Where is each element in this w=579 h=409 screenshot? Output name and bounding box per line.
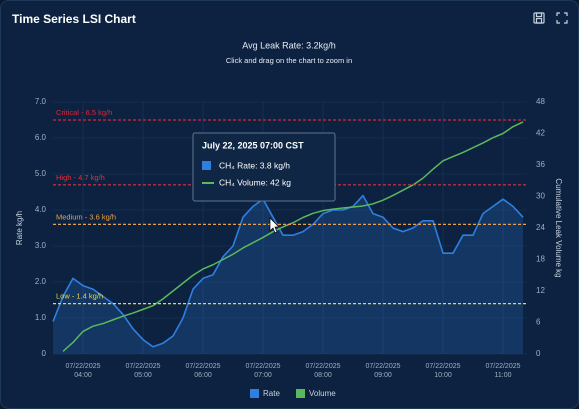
legend-swatch — [296, 389, 305, 398]
cursor — [269, 217, 280, 234]
rate-area — [53, 195, 523, 354]
x-tick-label: 07/22/2025 11:00 — [485, 363, 521, 379]
y-tick-label: 6.0 — [35, 133, 47, 142]
series-line — [52, 194, 524, 348]
threshold-label: Low - 1.4 kg/h — [56, 292, 103, 301]
save-icon[interactable] — [533, 12, 545, 24]
y2-axis-title: Cumulative Leak Volume kg — [554, 178, 563, 277]
y2-tick-label: 30 — [536, 192, 545, 201]
zoom-note: Click and drag on the chart to zoom in — [226, 56, 352, 65]
x-tick-label: 07/22/2025 07:00 — [245, 363, 281, 379]
y2-tick-label: 12 — [536, 286, 545, 295]
y-tick-label: 0 — [42, 349, 47, 358]
y2-tick-label: 6 — [536, 318, 541, 327]
subtitle: Avg Leak Rate: 3.2kg/h — [242, 40, 335, 50]
chart-title: Time Series LSI Chart — [12, 12, 136, 26]
y2-tick-label: 18 — [536, 255, 545, 264]
fullscreen-icon[interactable] — [556, 12, 568, 24]
series-line — [62, 121, 524, 352]
tooltip-title: July 22, 2025 07:00 CST — [202, 140, 304, 150]
tooltip-rate-swatch — [202, 161, 211, 170]
x-tick-label: 07/22/2025 08:00 — [305, 363, 341, 379]
y-tick-label: 1.0 — [35, 313, 47, 322]
tooltip: July 22, 2025 07:00 CST CH₄ Rate: 3.8 kg… — [192, 132, 336, 202]
legend-label: Volume — [309, 389, 336, 398]
y2-tick-label: 42 — [536, 129, 545, 138]
y-tick-label: 7.0 — [35, 97, 47, 106]
x-tick-label: 07/22/2025 09:00 — [365, 363, 401, 379]
legend-label: Rate — [263, 389, 280, 398]
y-tick-label: 5.0 — [35, 169, 47, 178]
x-tick-label: 07/22/2025 06:00 — [185, 363, 221, 379]
tooltip-line: CH₄ Volume: 42 kg — [219, 177, 291, 187]
y2-tick-label: 0 — [536, 349, 541, 358]
x-tick-label: 07/22/2025 04:00 — [65, 363, 101, 379]
threshold-label: High - 4.7 kg/h — [56, 173, 105, 182]
threshold-label: Critical - 6.5 kg/h — [56, 108, 112, 117]
y2-tick-label: 36 — [536, 160, 545, 169]
legend-swatch — [250, 389, 259, 398]
y-axis-title: Rate kg/h — [15, 211, 24, 245]
x-tick-label: 07/22/2025 10:00 — [425, 363, 461, 379]
y-tick-label: 3.0 — [35, 241, 47, 250]
y2-tick-label: 24 — [536, 223, 545, 232]
y-tick-label: 4.0 — [35, 205, 47, 214]
x-tick-label: 07/22/2025 05:00 — [125, 363, 161, 379]
tooltip-line: CH₄ Rate: 3.8 kg/h — [219, 160, 290, 170]
threshold-label: Medium - 3.6 kg/h — [56, 212, 116, 221]
tooltip-box — [192, 132, 336, 202]
y-tick-label: 2.0 — [35, 277, 47, 286]
y2-tick-label: 48 — [536, 97, 545, 106]
plot: 0 1.0 2.0 3.0 4.0 5.0 6.0 7.0 0 6 12 18 24 30 36 42 48 Cr… — [35, 97, 546, 398]
